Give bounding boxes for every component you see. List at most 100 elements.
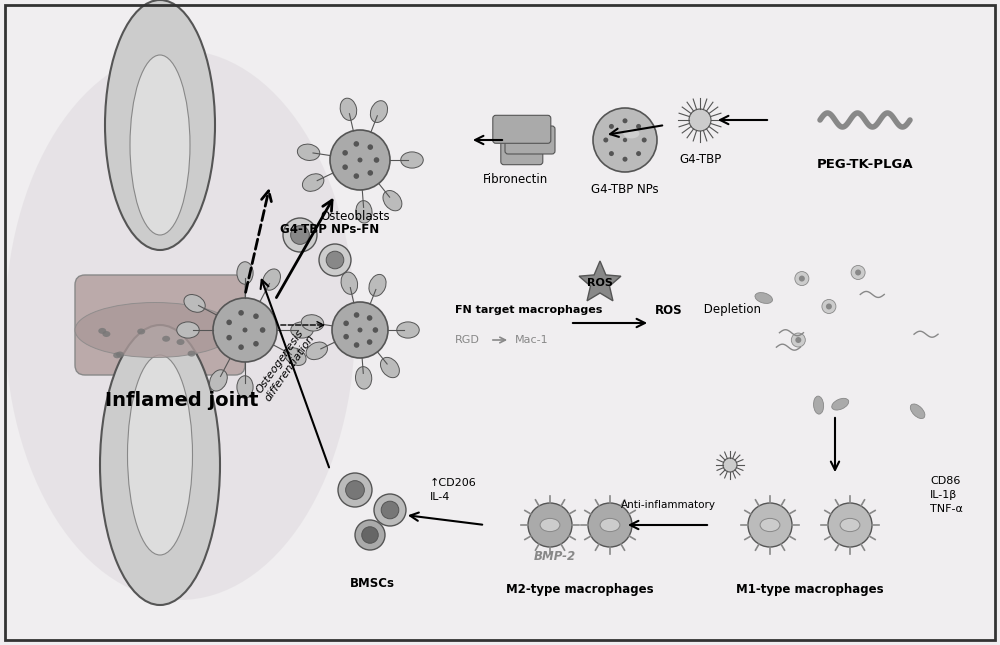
Text: PEG-TK-PLGA: PEG-TK-PLGA: [817, 158, 913, 171]
Circle shape: [603, 137, 608, 143]
Ellipse shape: [237, 262, 253, 284]
Circle shape: [609, 124, 614, 129]
Ellipse shape: [397, 322, 419, 338]
Text: ROS: ROS: [655, 304, 683, 317]
Ellipse shape: [184, 295, 205, 312]
Circle shape: [851, 266, 865, 279]
Circle shape: [358, 157, 362, 163]
Ellipse shape: [760, 519, 780, 531]
Polygon shape: [579, 261, 621, 301]
Circle shape: [373, 327, 378, 333]
Text: CD86
IL-1β
TNF-α: CD86 IL-1β TNF-α: [930, 476, 963, 514]
Text: G4-TBP NPs-FN: G4-TBP NPs-FN: [280, 223, 380, 236]
Circle shape: [748, 503, 792, 547]
Circle shape: [362, 527, 378, 543]
Text: RGD: RGD: [455, 335, 480, 345]
Ellipse shape: [540, 519, 560, 531]
Circle shape: [354, 312, 359, 318]
Text: FN target macrophages: FN target macrophages: [455, 305, 602, 315]
Circle shape: [367, 144, 373, 150]
Circle shape: [791, 333, 805, 347]
Ellipse shape: [383, 190, 402, 211]
Text: ROS: ROS: [587, 278, 613, 288]
Ellipse shape: [340, 98, 357, 121]
Circle shape: [799, 275, 805, 282]
Circle shape: [636, 151, 641, 156]
Ellipse shape: [137, 328, 145, 335]
Text: Osteogenesis
differentiation: Osteogenesis differentiation: [253, 326, 317, 404]
Circle shape: [343, 321, 349, 326]
Circle shape: [374, 157, 379, 163]
Ellipse shape: [5, 50, 355, 600]
Circle shape: [346, 481, 364, 499]
Circle shape: [260, 327, 265, 333]
Circle shape: [226, 319, 232, 325]
Circle shape: [367, 339, 372, 345]
Text: ↑CD206
IL-4: ↑CD206 IL-4: [430, 478, 477, 502]
Circle shape: [374, 494, 406, 526]
Circle shape: [367, 315, 372, 321]
Circle shape: [342, 150, 348, 155]
Ellipse shape: [285, 348, 306, 366]
Text: Mac-1: Mac-1: [515, 335, 549, 345]
Circle shape: [381, 501, 399, 519]
Ellipse shape: [177, 339, 185, 345]
Circle shape: [723, 458, 737, 472]
Circle shape: [588, 503, 632, 547]
Circle shape: [355, 520, 385, 550]
FancyBboxPatch shape: [505, 126, 555, 154]
Text: Inflamed joint: Inflamed joint: [105, 390, 258, 410]
Circle shape: [343, 334, 349, 339]
Circle shape: [622, 118, 628, 123]
Circle shape: [283, 218, 317, 252]
Circle shape: [636, 124, 641, 129]
Circle shape: [795, 272, 809, 286]
Ellipse shape: [237, 376, 253, 398]
Circle shape: [253, 341, 259, 346]
Text: M1-type macrophages: M1-type macrophages: [736, 583, 884, 596]
Ellipse shape: [814, 396, 824, 414]
Circle shape: [358, 328, 362, 333]
Ellipse shape: [840, 519, 860, 531]
Text: Anti-inflammatory: Anti-inflammatory: [620, 500, 716, 510]
Circle shape: [689, 109, 711, 131]
Ellipse shape: [75, 303, 235, 357]
Circle shape: [291, 226, 309, 244]
Ellipse shape: [177, 322, 199, 338]
Circle shape: [332, 302, 388, 358]
Circle shape: [795, 337, 801, 343]
Circle shape: [243, 328, 248, 333]
Circle shape: [609, 151, 614, 156]
Circle shape: [238, 344, 244, 350]
Text: Osteoblasts: Osteoblasts: [320, 210, 390, 223]
Circle shape: [367, 170, 373, 175]
Ellipse shape: [600, 519, 620, 531]
Circle shape: [642, 137, 647, 143]
Ellipse shape: [291, 322, 313, 338]
Ellipse shape: [116, 352, 124, 357]
Text: M2-type macrophages: M2-type macrophages: [506, 583, 654, 596]
Ellipse shape: [623, 129, 639, 139]
Ellipse shape: [302, 174, 324, 192]
Circle shape: [622, 157, 628, 162]
Ellipse shape: [910, 404, 925, 419]
Ellipse shape: [210, 370, 227, 391]
Text: Depletion: Depletion: [700, 304, 761, 317]
Ellipse shape: [113, 352, 121, 359]
Circle shape: [354, 342, 359, 348]
Circle shape: [326, 251, 344, 269]
Circle shape: [342, 164, 348, 170]
Ellipse shape: [341, 272, 358, 294]
Ellipse shape: [130, 55, 190, 235]
Ellipse shape: [105, 0, 215, 250]
Circle shape: [238, 310, 244, 315]
Circle shape: [528, 503, 572, 547]
Ellipse shape: [102, 331, 110, 337]
Ellipse shape: [356, 366, 372, 389]
Text: BMP-2: BMP-2: [534, 550, 576, 563]
Circle shape: [855, 270, 861, 275]
Circle shape: [319, 244, 351, 276]
Ellipse shape: [188, 351, 196, 357]
Ellipse shape: [380, 357, 399, 378]
Ellipse shape: [128, 355, 192, 555]
